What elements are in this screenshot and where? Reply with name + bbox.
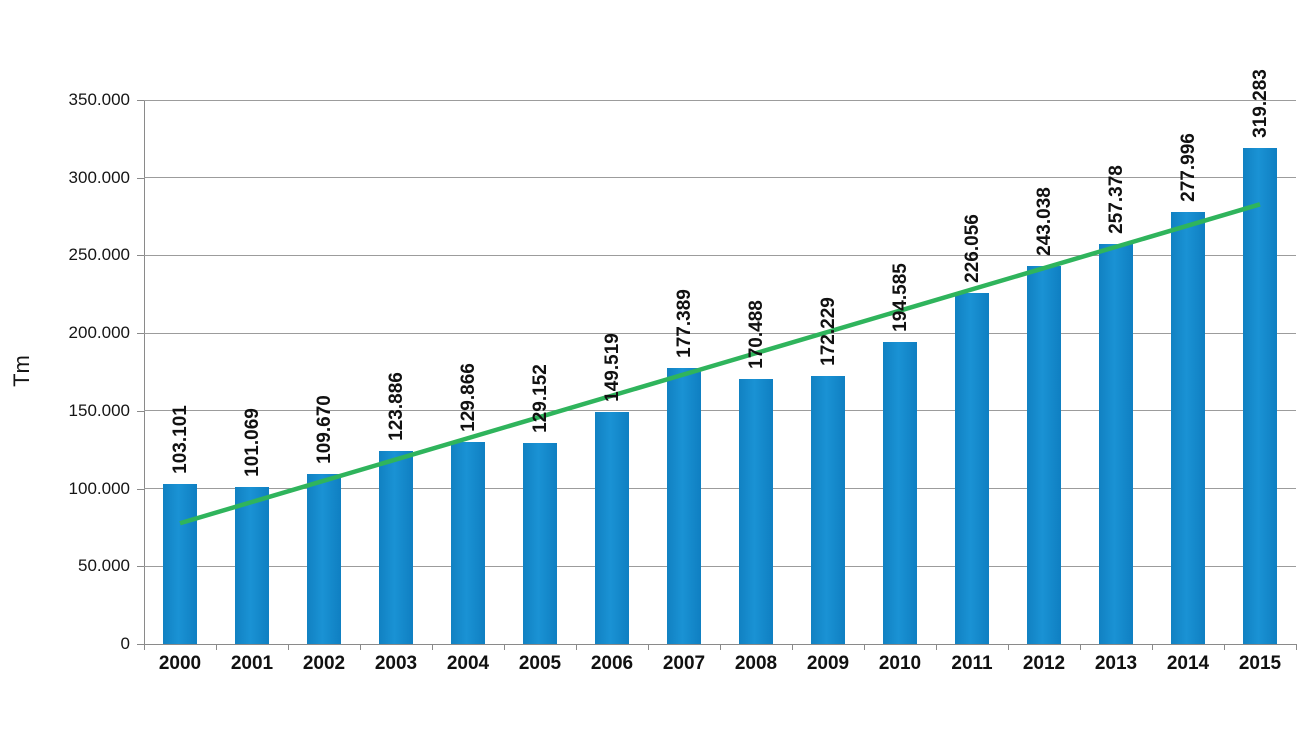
y-axis-tick-label: 350.000 xyxy=(68,90,130,109)
y-axis-title: Tm xyxy=(9,355,34,387)
bar-value-label: 101.069 xyxy=(241,408,263,477)
x-axis-tick-label: 2007 xyxy=(662,653,706,674)
bar xyxy=(379,451,413,644)
x-axis-tick-label: 2003 xyxy=(374,653,418,674)
y-axis-tick xyxy=(137,100,144,101)
gridline xyxy=(144,332,1296,334)
x-axis-tick-label: 2011 xyxy=(951,653,993,674)
x-axis-tick-label: 2015 xyxy=(1238,653,1282,674)
bar-value-label: 226.056 xyxy=(961,213,983,283)
x-axis-tick xyxy=(504,644,505,650)
x-axis-tick xyxy=(1224,644,1225,650)
y-axis-tick-label: 300.000 xyxy=(68,167,130,187)
trendline xyxy=(179,202,1261,526)
x-axis-tick-label: 2013 xyxy=(1094,653,1138,674)
bar-value-label: 172.229 xyxy=(817,297,839,367)
x-axis-tick xyxy=(936,644,937,650)
y-axis-tick xyxy=(137,644,144,645)
bar xyxy=(955,292,989,644)
bar-value-label: 194.585 xyxy=(889,262,911,332)
bar-value-label: 123.886 xyxy=(385,372,407,442)
x-axis-tick-label: 2009 xyxy=(806,653,850,674)
bar-value-label: 129.866 xyxy=(457,363,479,432)
x-axis-tick xyxy=(864,644,865,650)
y-axis-tick xyxy=(137,488,144,490)
y-axis-tick-label: 0 xyxy=(120,634,130,653)
x-axis-tick-label: 2012 xyxy=(1022,653,1066,674)
x-axis-tick xyxy=(216,644,217,650)
y-axis-tick xyxy=(137,333,144,335)
gridline xyxy=(144,410,1296,412)
bar xyxy=(595,411,629,644)
gridline xyxy=(144,99,1296,101)
bar xyxy=(1171,211,1205,644)
bar xyxy=(307,473,341,644)
x-axis-tick xyxy=(1152,644,1153,650)
x-axis-tick xyxy=(288,644,289,650)
y-axis-tick-label: 100.000 xyxy=(68,478,130,498)
bar xyxy=(1027,266,1061,644)
bar xyxy=(235,486,269,644)
bar-value-label: 103.101 xyxy=(169,404,191,474)
x-axis-tick xyxy=(648,644,649,650)
x-axis-tick xyxy=(576,644,577,650)
x-axis-tick-label: 2008 xyxy=(734,653,778,674)
bar xyxy=(883,341,917,644)
bar-value-label: 277.996 xyxy=(1177,133,1199,202)
bar-value-label: 177.389 xyxy=(673,289,695,359)
bar-value-label: 257.378 xyxy=(1105,165,1127,234)
y-axis-line xyxy=(144,100,145,644)
x-axis-tick-label: 2005 xyxy=(518,653,562,674)
bar xyxy=(739,379,773,644)
x-axis-tick-label: 2000 xyxy=(158,653,202,674)
x-axis-tick xyxy=(720,644,721,650)
x-axis-tick-label: 2014 xyxy=(1166,653,1210,674)
gridline xyxy=(144,565,1296,567)
bar xyxy=(667,368,701,644)
plot-area: 103.101 101.069 109.670 123.886 129.866 129.1… xyxy=(144,69,1296,644)
bar-value-label: 243.038 xyxy=(1033,187,1055,257)
x-axis-tick xyxy=(1080,644,1081,650)
y-axis-tick-label: 150.000 xyxy=(68,400,130,420)
y-axis-tick xyxy=(137,410,144,412)
x-axis-tick-label: 2004 xyxy=(446,653,490,674)
y-axis-tick-label: 200.000 xyxy=(68,323,130,343)
x-axis-tick xyxy=(1008,644,1009,650)
gridline xyxy=(144,254,1296,256)
x-axis-tick-label: 2002 xyxy=(302,653,346,674)
y-axis-tick-label: 250.000 xyxy=(68,245,130,265)
y-axis-tick xyxy=(137,177,144,179)
x-axis-tick-label: 2001 xyxy=(230,653,274,674)
x-axis-tick xyxy=(144,644,145,650)
bar xyxy=(1099,243,1133,644)
x-axis-tick-label: 2010 xyxy=(878,653,922,674)
x-axis-tick xyxy=(792,644,793,650)
y-axis-tick xyxy=(137,255,144,257)
y-axis-tick-label: 50.000 xyxy=(78,556,130,576)
bar xyxy=(523,443,557,644)
bar xyxy=(811,376,845,644)
x-axis-tick xyxy=(1296,644,1297,650)
bar xyxy=(163,483,197,644)
x-axis-tick-label: 2006 xyxy=(590,653,634,674)
bar-value-label: 149.519 xyxy=(601,332,623,402)
gridline xyxy=(144,177,1296,179)
bar xyxy=(1243,147,1277,644)
x-axis-tick xyxy=(360,644,361,650)
gridline xyxy=(144,488,1296,490)
x-axis-tick xyxy=(432,644,433,650)
y-axis-tick xyxy=(137,566,144,568)
bar-value-label: 129.152 xyxy=(529,364,551,434)
x-axis-line xyxy=(144,644,1297,645)
bar-value-label: 170.488 xyxy=(745,300,767,369)
bar xyxy=(451,442,485,644)
bar-value-label: 319.283 xyxy=(1249,68,1271,138)
bar-value-label: 109.670 xyxy=(313,394,335,464)
